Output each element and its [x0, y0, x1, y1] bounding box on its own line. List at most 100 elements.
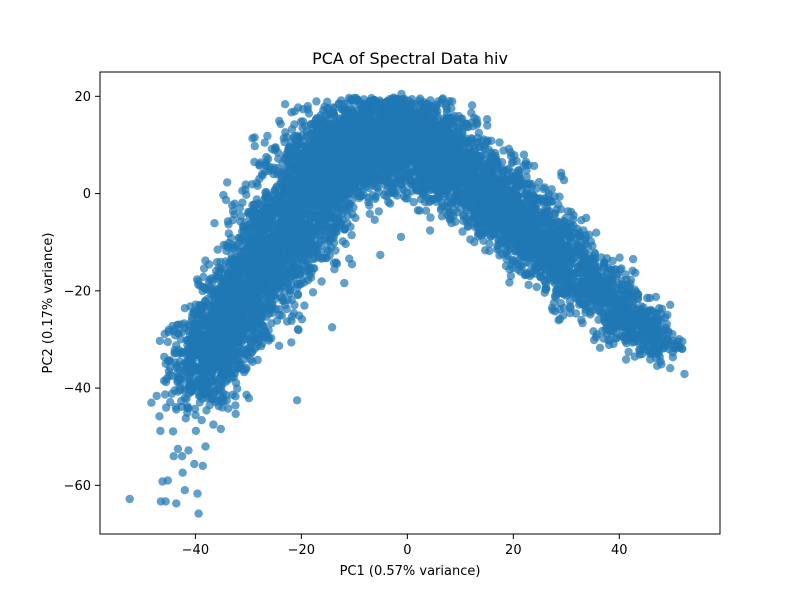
data-point [381, 150, 390, 159]
data-point [207, 290, 216, 299]
data-point [367, 172, 377, 181]
data-point [240, 290, 250, 299]
data-point [280, 100, 290, 109]
data-point [264, 309, 274, 318]
data-point [407, 95, 417, 104]
data-point [212, 258, 222, 267]
data-point [228, 207, 238, 216]
data-point [378, 159, 387, 168]
data-point [289, 192, 298, 201]
data-point [365, 209, 374, 218]
data-point [318, 120, 327, 129]
data-point [254, 220, 264, 229]
data-point [280, 185, 289, 194]
data-point [340, 112, 349, 121]
data-point [245, 220, 255, 229]
data-point [316, 247, 325, 257]
data-point [329, 233, 338, 242]
data-point [199, 353, 208, 362]
data-point [250, 277, 259, 286]
data-point [227, 255, 236, 264]
data-point [288, 180, 297, 189]
data-point [191, 411, 200, 420]
data-point [272, 316, 282, 325]
data-point [254, 199, 263, 208]
data-point [270, 163, 279, 172]
data-point [296, 140, 305, 149]
data-point [294, 325, 303, 335]
data-point [219, 190, 228, 200]
data-point [231, 378, 241, 388]
data-point [259, 260, 268, 270]
data-point [253, 355, 262, 365]
data-point [177, 347, 187, 356]
data-point [161, 359, 170, 368]
data-point [173, 377, 182, 387]
data-point [336, 220, 346, 230]
data-point [244, 394, 254, 403]
data-point [290, 120, 299, 129]
data-point [204, 260, 214, 269]
data-point [338, 145, 347, 154]
data-point [262, 330, 272, 340]
data-point [190, 323, 199, 332]
data-point [359, 99, 368, 108]
data-point [283, 151, 292, 160]
data-point [360, 120, 370, 130]
data-point [318, 225, 327, 234]
data-point [223, 277, 232, 286]
data-point [230, 244, 239, 253]
data-point [384, 189, 394, 198]
data-point [227, 324, 236, 333]
data-point [330, 123, 339, 132]
data-point [220, 356, 229, 366]
data-point [249, 258, 259, 267]
data-point [337, 164, 346, 174]
data-point [160, 390, 170, 399]
data-point [241, 185, 250, 194]
data-point [306, 273, 316, 282]
data-point [210, 335, 219, 344]
data-point [346, 161, 355, 171]
data-point [192, 353, 201, 362]
data-point [317, 277, 326, 286]
data-point [249, 332, 259, 341]
data-point [228, 390, 237, 399]
data-point [383, 181, 393, 190]
data-point [220, 339, 229, 348]
data-point [189, 359, 198, 368]
data-point [294, 213, 303, 223]
data-point [214, 328, 223, 337]
data-point [374, 207, 383, 216]
data-point [224, 229, 233, 238]
data-point [340, 176, 349, 185]
data-point [330, 132, 339, 141]
data-point [226, 368, 235, 378]
data-point [275, 204, 284, 213]
data-point [260, 282, 270, 292]
data-point [287, 312, 297, 321]
data-point [319, 206, 328, 215]
data-point [369, 153, 379, 162]
data-point [248, 134, 257, 143]
data-point [386, 169, 395, 178]
data-point [300, 301, 309, 310]
data-point [190, 404, 200, 413]
data-point [275, 282, 284, 291]
data-point [205, 346, 214, 355]
data-point [382, 139, 391, 149]
data-point [382, 97, 392, 106]
data-point [317, 163, 326, 172]
data-point [368, 130, 378, 139]
data-point [319, 140, 328, 149]
data-point [288, 240, 298, 250]
data-point [294, 266, 304, 275]
data-point [231, 401, 240, 410]
data-point [206, 325, 215, 334]
data-point [323, 97, 332, 107]
data-point [217, 397, 226, 406]
data-point [266, 204, 276, 213]
data-point [180, 393, 189, 403]
data-point [187, 316, 197, 326]
data-point [228, 346, 237, 355]
